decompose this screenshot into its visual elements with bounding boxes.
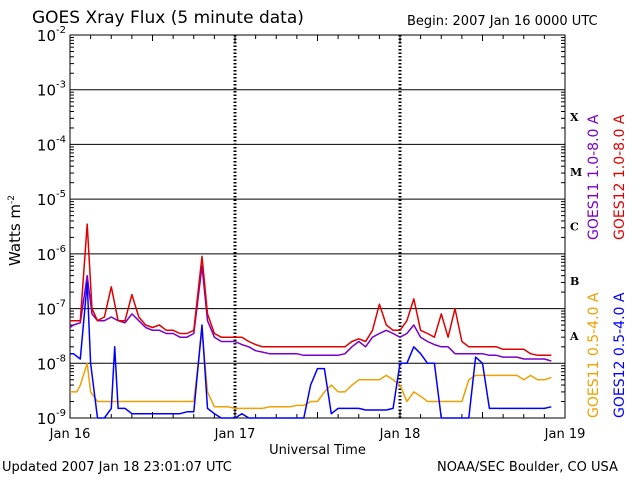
- x-axis-title: Universal Time: [269, 443, 366, 458]
- plot-frame: [69, 34, 566, 419]
- y-tick-label: 10-6: [37, 244, 66, 264]
- y-tick-label: 10-5: [37, 189, 66, 209]
- x-tick-label: Jan 19: [544, 427, 586, 442]
- y-tick-label: 10-2: [37, 25, 66, 45]
- series-line-3: [70, 329, 552, 410]
- y-tick-label: 10-7: [37, 299, 66, 319]
- flare-class-label: X: [570, 111, 579, 124]
- flare-class-label: A: [569, 330, 579, 343]
- legend-entry: GOES12 0.5-4.0 A: [612, 292, 628, 418]
- legend-entry: GOES11 1.0-8.0 A: [586, 114, 602, 240]
- updated-timestamp: Updated 2007 Jan 18 23:01:07 UTC: [2, 460, 232, 475]
- y-axis-title: Watts m-2: [6, 194, 24, 266]
- legend-entry: GOES11 0.5-4.0 A: [586, 292, 602, 418]
- series-line-1: [69, 265, 552, 362]
- x-tick-label: Jan 18: [379, 427, 421, 442]
- y-tick-label: 10-4: [37, 134, 66, 154]
- series-line-2: [70, 223, 552, 357]
- x-tick-label: Jan 17: [214, 427, 256, 442]
- y-tick-label: 10-8: [37, 353, 66, 373]
- begin-time: Begin: 2007 Jan 16 0000 UTC: [407, 14, 598, 29]
- y-tick-label: 10-9: [37, 408, 66, 428]
- credit-text: NOAA/SEC Boulder, CO USA: [437, 460, 618, 475]
- flare-class-label: M: [570, 166, 582, 179]
- flare-class-label: B: [570, 275, 579, 288]
- series-line-4: [70, 281, 552, 419]
- y-tick-label: 10-3: [37, 80, 66, 100]
- legend-entry: GOES12 1.0-8.0 A: [612, 114, 628, 240]
- x-tick-label: Jan 16: [49, 427, 91, 442]
- chart-title: GOES Xray Flux (5 minute data): [32, 8, 304, 28]
- flare-class-label: C: [570, 221, 579, 234]
